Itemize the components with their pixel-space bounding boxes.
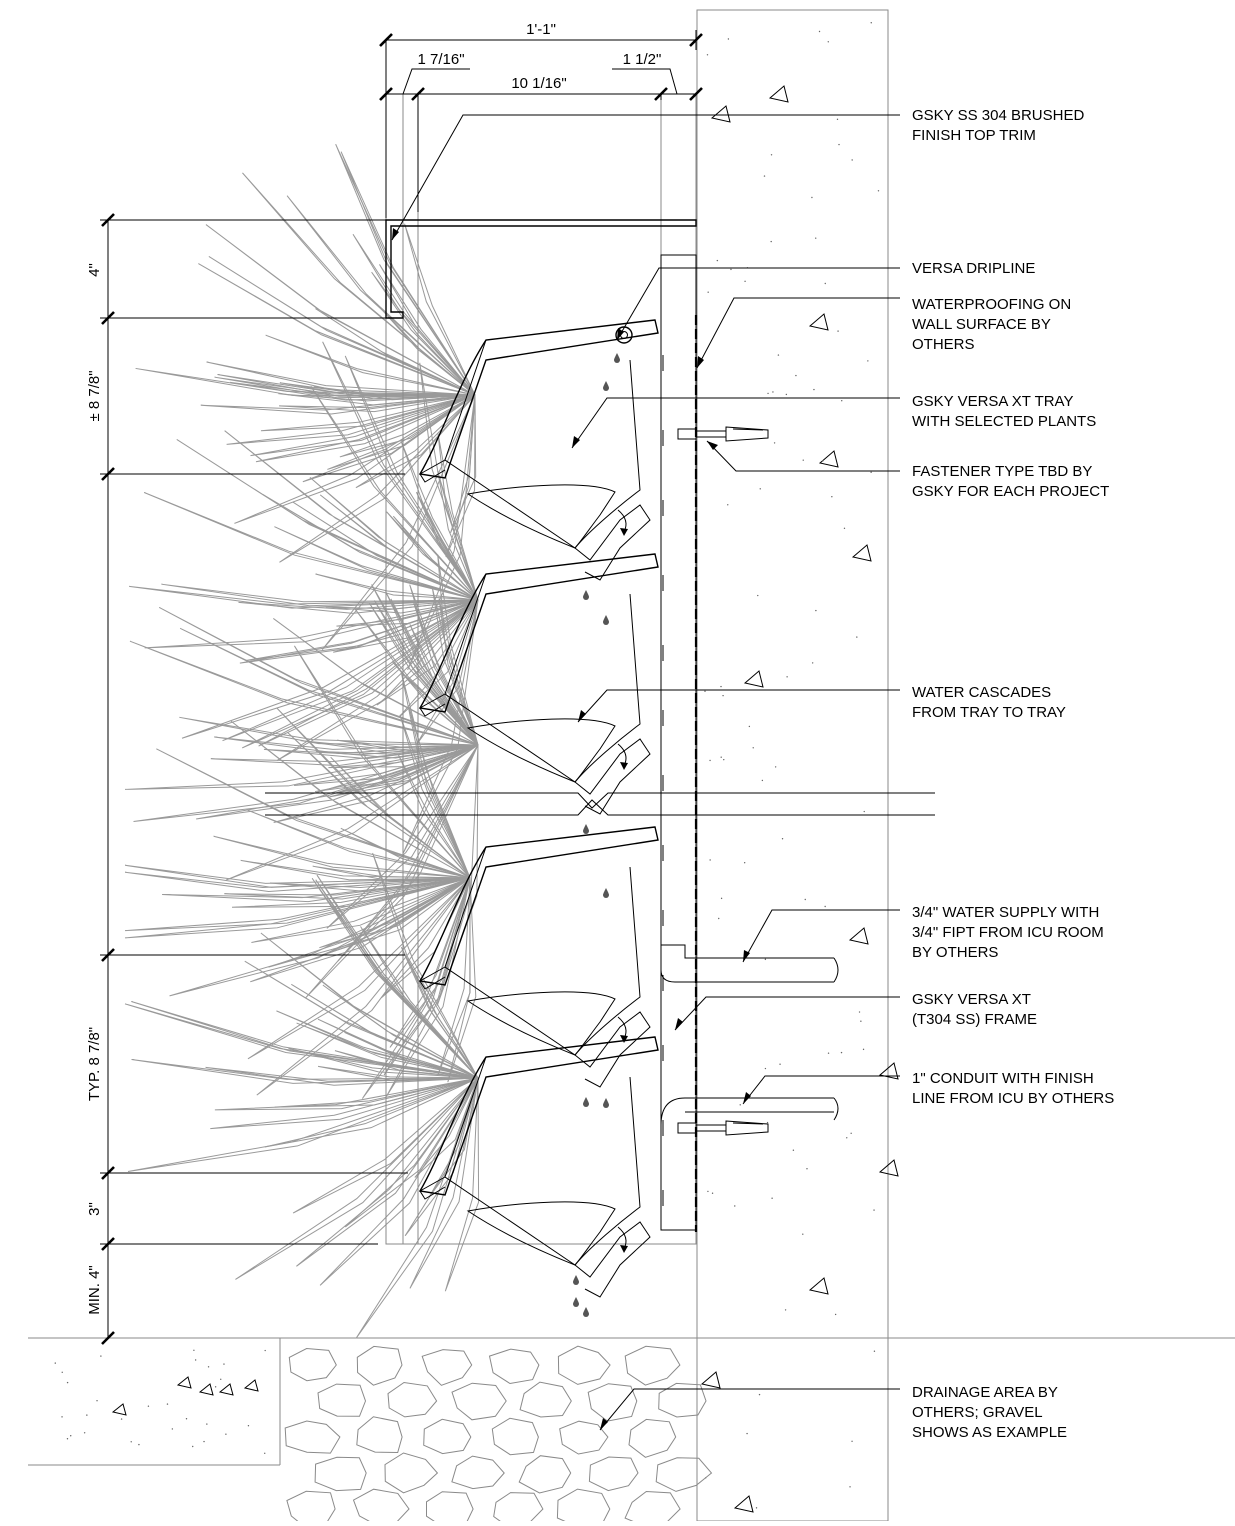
- dim-tray-width: 10 1/16": [511, 75, 566, 92]
- dim-typical-tray: TYP. 8 7/8": [86, 1027, 103, 1101]
- leaders: [391, 114, 900, 1431]
- callout-drainage: DRAINAGE AREA BY OTHERS; GRAVEL SHOWS AS…: [912, 1384, 1067, 1441]
- dim-first-tray: ± 8 7/8": [86, 370, 103, 421]
- callout-waterproofing: WATERPROOFING ON WALL SURFACE BY OTHERS: [912, 296, 1075, 353]
- dim-min-clearance: MIN. 4": [86, 1265, 103, 1315]
- conduit-pipe: [660, 1097, 839, 1126]
- callout-top-trim: GSKY SS 304 BRUSHED FINISH TOP TRIM: [912, 107, 1088, 144]
- plant: [124, 554, 479, 1006]
- plant: [124, 852, 480, 1339]
- fastener-icon: [677, 426, 769, 442]
- callout-tray: GSKY VERSA XT TRAY WITH SELECTED PLANTS: [912, 393, 1096, 430]
- dim-left-offset: 1 7/16": [417, 51, 464, 68]
- callout-labels: GSKY SS 304 BRUSHED FINISH TOP TRIM VERS…: [912, 107, 1114, 1441]
- dim-trim-height: 4": [86, 263, 103, 277]
- drainage-area: [28, 1337, 1235, 1526]
- plant: [135, 143, 477, 671]
- dimension-lines: 1'-1" 1 7/16" 10 1/16" 1 1/2" 4" ± 8 7/8…: [86, 21, 703, 1345]
- water-supply-pipe: [660, 944, 839, 983]
- concrete-aggregate: [700, 22, 899, 1513]
- soil-dots: [54, 1349, 266, 1454]
- callout-conduit: 1" CONDUIT WITH FINISH LINE FROM ICU BY …: [912, 1070, 1114, 1107]
- tray: [418, 319, 659, 600]
- fastener-icon: [677, 1120, 769, 1136]
- concrete-wall: [696, 9, 899, 1522]
- plants: [124, 143, 480, 1339]
- callout-dripline: VERSA DRIPLINE: [912, 260, 1035, 277]
- tray: [418, 553, 659, 834]
- dim-overall-width: 1'-1": [526, 21, 556, 38]
- break-line: [265, 792, 935, 816]
- dim-bottom-gap: 3": [86, 1202, 103, 1216]
- callout-frame: GSKY VERSA XT (T304 SS) FRAME: [912, 991, 1037, 1028]
- tray-stack: [418, 319, 659, 1317]
- versa-xt-frame: [385, 93, 698, 1245]
- callout-fastener: FASTENER TYPE TBD BY GSKY FOR EACH PROJE…: [912, 463, 1109, 500]
- tray: [418, 1036, 659, 1317]
- dim-right-offset: 1 1/2": [623, 51, 662, 68]
- gravel-stones: [284, 1345, 713, 1526]
- callout-water-cascades: WATER CASCADES FROM TRAY TO TRAY: [912, 684, 1066, 721]
- top-trim: [385, 219, 697, 319]
- callout-water-supply: 3/4" WATER SUPPLY WITH 3/4" FIPT FROM IC…: [912, 904, 1108, 961]
